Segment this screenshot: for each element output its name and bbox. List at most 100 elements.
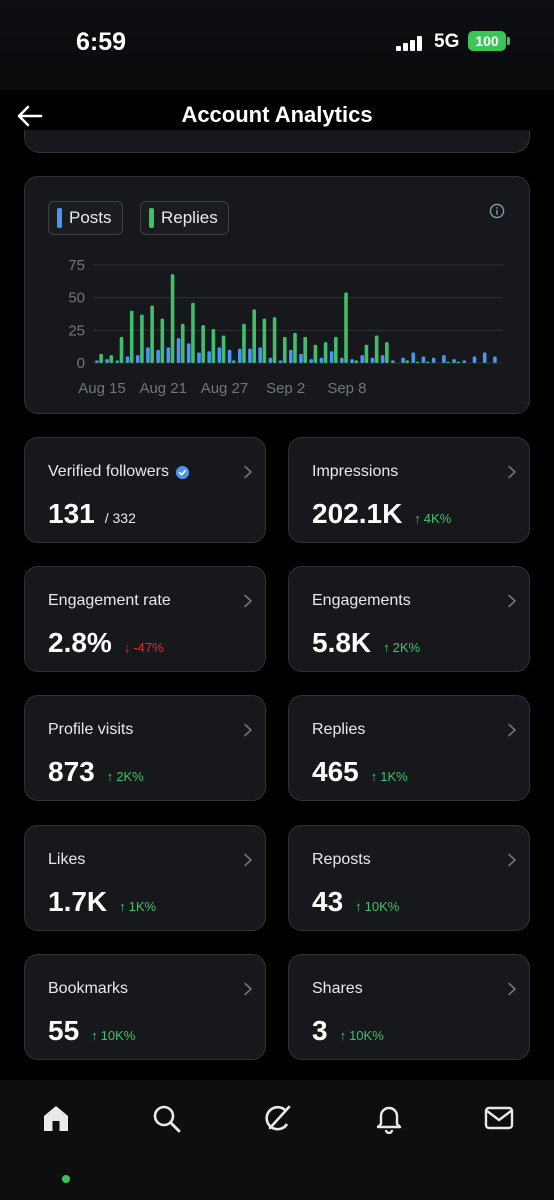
stat-label: Likes <box>48 851 85 869</box>
bell-icon <box>376 1106 402 1135</box>
chevron-right-icon <box>508 723 516 737</box>
replies-bar <box>170 274 175 363</box>
posts-bar <box>462 360 467 363</box>
stat-value: 465 ↑ 1K% <box>312 756 408 788</box>
posts-bar <box>309 359 314 363</box>
posts-bar <box>360 355 365 363</box>
stat-card-engagements[interactable]: Engagements 5.8K ↑ 2K% <box>288 566 530 672</box>
replies-bar <box>446 361 450 363</box>
stat-card-reposts[interactable]: Reposts 43 ↑ 10K% <box>288 825 530 931</box>
nav-grok[interactable] <box>262 1102 294 1134</box>
stat-card-impressions[interactable]: Impressions 202.1K ↑ 4K% <box>288 437 530 543</box>
trend-up-arrow-icon: ↑ <box>414 511 421 526</box>
replies-bar <box>129 310 134 363</box>
chevron-right-icon <box>244 465 252 479</box>
nav-home[interactable] <box>40 1102 72 1134</box>
trend-up-arrow-icon: ↑ <box>91 1028 98 1043</box>
stat-label-text: Shares <box>312 980 363 997</box>
replies-bar <box>323 342 328 363</box>
stat-value-number: 1.7K <box>48 886 108 917</box>
y-tick-label: 75 <box>68 257 85 274</box>
stat-label: Shares <box>312 980 363 998</box>
stat-label-text: Bookmarks <box>48 980 129 997</box>
stat-label: Replies <box>312 721 365 739</box>
trend-up-arrow-icon: ↑ <box>355 899 362 914</box>
posts-bar <box>258 347 262 363</box>
verified-badge-icon <box>175 465 190 479</box>
legend-posts[interactable]: Posts <box>48 201 123 235</box>
trend-indicator: ↑ 2K% <box>383 640 420 655</box>
posts-bar <box>452 359 456 363</box>
battery-icon: 100 <box>468 31 506 51</box>
trend-value: 10K% <box>364 899 400 914</box>
stat-value-number: 3 <box>312 1015 328 1046</box>
stat-card-likes[interactable]: Likes 1.7K ↑ 1K% <box>24 825 266 931</box>
chevron-right-icon <box>508 594 516 608</box>
trend-indicator: ↑ 10K% <box>340 1028 384 1043</box>
posts-bar <box>105 359 109 363</box>
replies-bar <box>364 344 369 363</box>
stat-value-number: 873 <box>48 756 95 787</box>
trend-value: -47% <box>133 640 164 655</box>
stat-card-replies[interactable]: Replies 465 ↑ 1K% <box>288 695 530 801</box>
trend-down-arrow-icon: ↓ <box>123 640 131 655</box>
posts-bar <box>340 357 344 363</box>
stat-label-text: Engagements <box>312 592 411 609</box>
posts-bar <box>391 360 395 363</box>
trend-value: 2K% <box>392 640 421 655</box>
back-button[interactable] <box>14 100 46 132</box>
replies-bar <box>344 292 348 363</box>
stat-card-bookmarks[interactable]: Bookmarks 55 ↑ 10K% <box>24 954 266 1060</box>
trend-value: 4K% <box>423 511 452 526</box>
stat-label: Reposts <box>312 851 371 869</box>
replies-bar <box>425 361 430 363</box>
network-type: 5G <box>434 31 460 52</box>
stat-value-number: 55 <box>48 1015 80 1046</box>
y-tick-label: 0 <box>77 355 85 372</box>
legend-replies[interactable]: Replies <box>140 201 229 235</box>
replies-bar <box>303 336 308 363</box>
stat-value: 3 ↑ 10K% <box>312 1015 384 1047</box>
notification-dot <box>62 1175 70 1183</box>
nav-notifications[interactable] <box>373 1102 405 1135</box>
stat-value: 131 / 332 <box>48 498 136 530</box>
nav-messages[interactable] <box>483 1102 515 1134</box>
replies-bar <box>140 314 144 363</box>
stat-value: 202.1K ↑ 4K% <box>312 498 451 530</box>
activity-chart-card: Posts Replies 0 25 50 75 Aug 15 Aug 21 Aug 27 S… <box>24 176 530 414</box>
nav-search[interactable] <box>150 1102 182 1134</box>
trend-up-arrow-icon: ↑ <box>383 640 390 655</box>
replies-bar <box>211 329 216 363</box>
posts-bar <box>146 347 150 363</box>
stat-card-shares[interactable]: Shares 3 ↑ 10K% <box>288 954 530 1060</box>
posts-bar <box>493 356 497 363</box>
stat-label: Bookmarks <box>48 980 128 998</box>
posts-bar <box>248 348 252 363</box>
replies-bar <box>262 318 267 363</box>
stat-sub-value: / 332 <box>104 510 136 526</box>
replies-bar <box>160 318 165 363</box>
stat-card-profile-visits[interactable]: Profile visits 873 ↑ 2K% <box>24 695 266 801</box>
posts-bar <box>237 348 242 363</box>
posts-swatch <box>57 208 62 228</box>
stat-value: 5.8K ↑ 2K% <box>312 627 420 659</box>
posts-bar <box>176 338 181 363</box>
info-icon[interactable] <box>489 203 505 219</box>
stat-label-text: Impressions <box>312 463 399 480</box>
replies-bar <box>282 336 287 363</box>
replies-bar <box>354 360 359 363</box>
stat-label: Verified followers <box>48 463 190 481</box>
chevron-right-icon <box>244 982 252 996</box>
stat-value: 873 ↑ 2K% <box>48 756 144 788</box>
replies-bar <box>313 344 318 363</box>
legend-posts-label: Posts <box>69 208 112 227</box>
trend-indicator: ↑ 2K% <box>107 769 144 784</box>
chevron-right-icon <box>508 465 516 479</box>
posts-bar <box>156 349 160 363</box>
stat-card-verified-followers[interactable]: Verified followers 131 / 332 <box>24 437 266 543</box>
status-bar: 6:59 5G 100 <box>0 0 554 90</box>
stat-card-engagement-rate[interactable]: Engagement rate 2.8% ↓ -47% <box>24 566 266 672</box>
posts-bar <box>95 360 99 363</box>
posts-bar <box>227 349 232 363</box>
stat-label-text: Profile visits <box>48 721 134 738</box>
